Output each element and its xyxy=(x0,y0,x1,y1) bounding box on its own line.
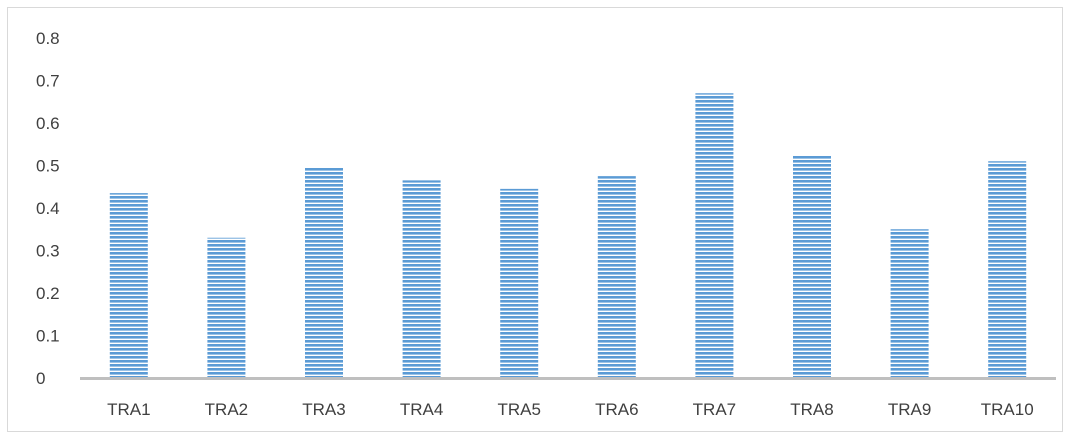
bar-tra3 xyxy=(305,167,343,378)
bar-tra10 xyxy=(988,161,1027,378)
y-tick-label: 0 xyxy=(36,369,45,388)
x-tick-label: TRA1 xyxy=(107,400,150,419)
bar-tra5 xyxy=(500,188,539,378)
y-tick-label: 0.4 xyxy=(36,199,60,218)
bar-tra1 xyxy=(109,193,148,378)
bar-tra2 xyxy=(207,237,246,378)
x-tick-label: TRA2 xyxy=(205,400,248,419)
y-tick-label: 0.2 xyxy=(36,284,60,303)
bar-tra8 xyxy=(793,155,831,378)
bar-tra4 xyxy=(402,180,441,378)
y-tick-label: 0.5 xyxy=(36,157,60,176)
bars xyxy=(109,93,1027,378)
y-tick-label: 0.7 xyxy=(36,72,60,91)
bar-tra9 xyxy=(890,229,929,378)
x-tick-label: TRA10 xyxy=(981,400,1034,419)
x-tick-label: TRA5 xyxy=(497,400,540,419)
y-tick-label: 0.8 xyxy=(36,29,60,48)
x-tick-label: TRA8 xyxy=(790,400,833,419)
y-tick-label: 0.6 xyxy=(36,114,60,133)
x-tick-label: TRA4 xyxy=(400,400,443,419)
bar-tra6 xyxy=(597,176,636,378)
x-tick-label: TRA9 xyxy=(888,400,931,419)
x-tick-label: TRA6 xyxy=(595,400,638,419)
y-tick-label: 0.1 xyxy=(36,327,60,346)
bar-tra7 xyxy=(695,93,734,378)
x-tick-label: TRA3 xyxy=(302,400,345,419)
y-tick-label: 0.3 xyxy=(36,242,60,261)
x-axis-labels: TRA1 TRA2 TRA3 TRA4 TRA5 TRA6 TRA7 TRA8 TRA9 TRA1… xyxy=(107,400,1034,419)
y-axis-ticks: 0 0.1 0.2 0.3 0.4 0.5 0.6 0.7 0.8 xyxy=(36,29,60,388)
x-tick-label: TRA7 xyxy=(693,400,736,419)
